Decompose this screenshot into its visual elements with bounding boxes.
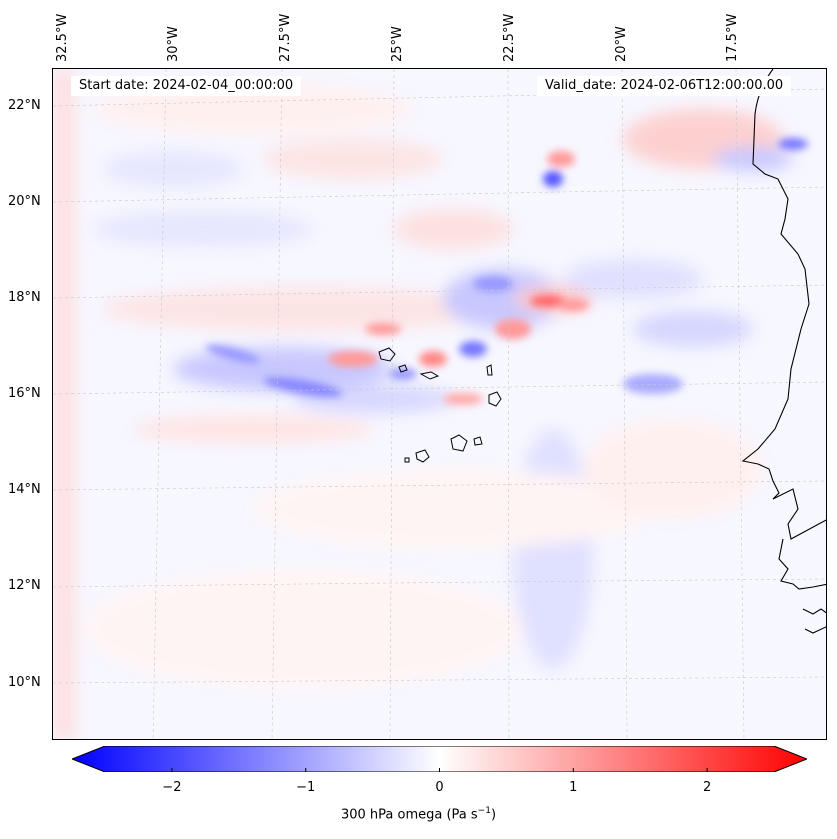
cape-verde-islands <box>378 347 502 463</box>
lon-label-22-5w: 22.5°W <box>502 13 517 62</box>
lat-label-20n: 20°N <box>8 194 41 209</box>
lon-label-17-5w: 17.5°W <box>725 13 740 62</box>
colorbar-title-superscript: −1 <box>477 806 491 816</box>
graticule <box>53 69 826 739</box>
lon-label-27-5w: 27.5°W <box>278 13 293 62</box>
colorbar-title-close: ) <box>490 807 497 823</box>
lat-label-22n: 22°N <box>8 98 41 113</box>
lon-label-30w: 30°W <box>166 26 181 62</box>
lat-label-18n: 18°N <box>8 290 41 305</box>
lat-label-14n: 14°N <box>8 482 41 497</box>
omega-field-map <box>53 69 826 739</box>
colorbar-tick-minus1: −1 <box>296 780 316 795</box>
lon-label-25w: 25°W <box>390 26 405 62</box>
map-panel <box>52 68 827 740</box>
colorbar-tick-2: 2 <box>702 780 712 795</box>
colorbar-title: 300 hPa omega (Pa s−1) <box>0 806 837 822</box>
lat-label-16n: 16°N <box>8 386 41 401</box>
lat-label-12n: 12°N <box>8 578 41 593</box>
colorbar-ticks <box>171 768 708 772</box>
colorbar-title-main: 300 hPa omega (Pa s <box>340 807 478 823</box>
omega-small-features <box>205 138 808 405</box>
lon-label-20w: 20°W <box>614 26 629 62</box>
lat-label-10n: 10°N <box>8 675 41 690</box>
colorbar-tick-0: 0 <box>435 780 444 795</box>
start-date-label: Start date: 2024-02-04_00:00:00 <box>71 76 302 96</box>
lon-label-32-5w: 32.5°W <box>55 13 70 62</box>
valid-date-label: Valid_date: 2024-02-06T12:00:00.00 <box>537 76 792 96</box>
colorbar <box>70 745 809 773</box>
colorbar-tick-1: 1 <box>569 780 578 795</box>
colorbar-tick-minus2: −2 <box>162 780 182 795</box>
colorbar-graphic <box>70 745 809 773</box>
